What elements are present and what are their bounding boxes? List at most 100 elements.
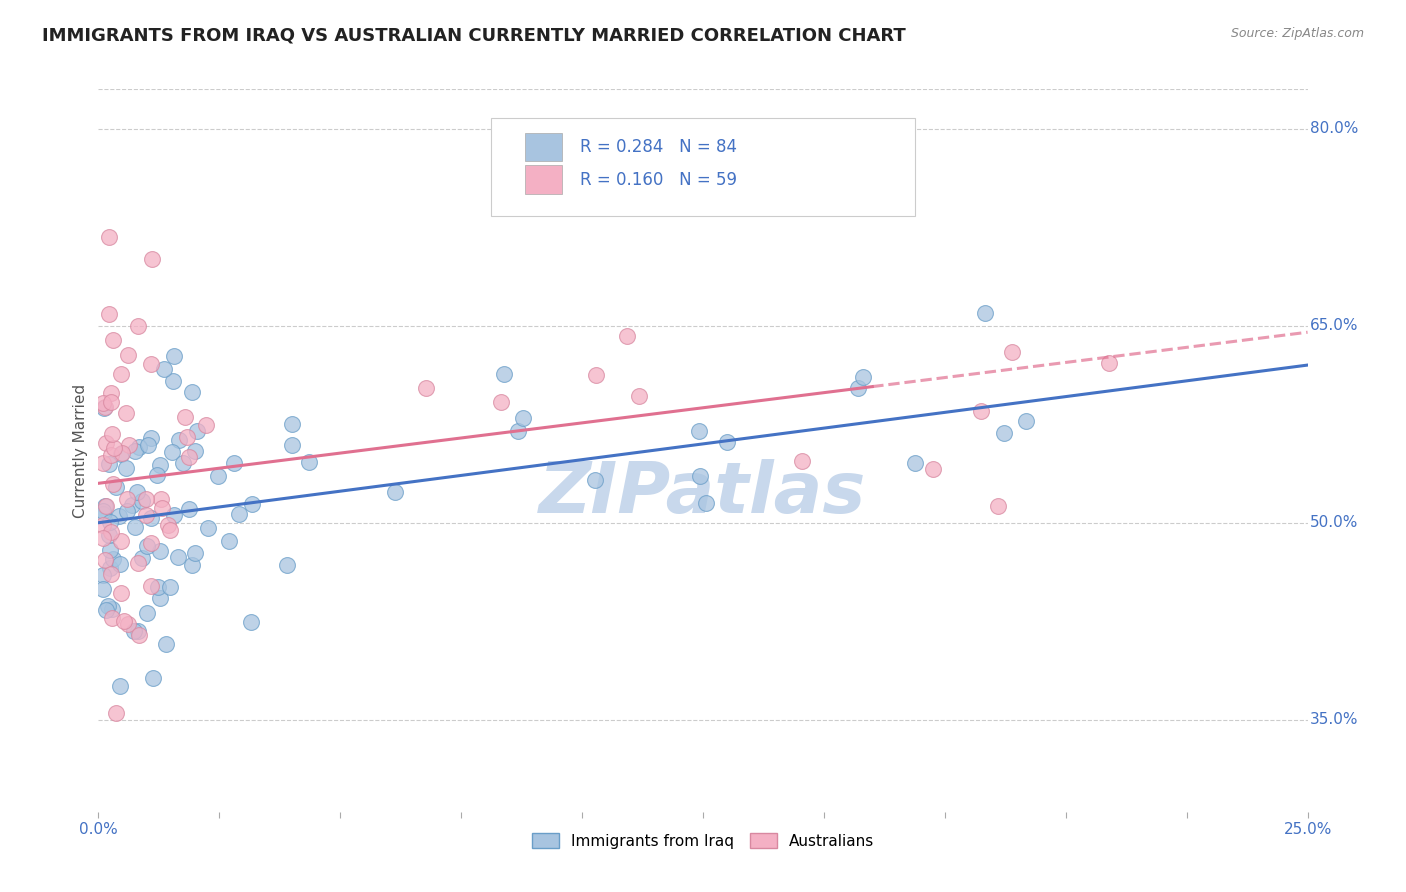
Point	[122, 624, 145, 639]
Point	[136, 540, 159, 554]
Point	[91, 518, 114, 533]
Point	[716, 435, 738, 450]
Point	[627, 389, 650, 403]
Point	[145, 468, 167, 483]
Text: 50.0%: 50.0%	[1310, 516, 1358, 530]
Point	[276, 558, 298, 572]
Point	[136, 606, 159, 620]
Point	[100, 449, 122, 463]
Point	[384, 485, 406, 500]
Point	[162, 374, 184, 388]
Point	[970, 404, 993, 418]
Point	[1098, 356, 1121, 370]
Point	[242, 497, 264, 511]
Point	[167, 433, 190, 447]
Point	[112, 614, 135, 628]
Text: 65.0%: 65.0%	[1310, 318, 1358, 333]
Point	[176, 430, 198, 444]
Legend: Immigrants from Iraq, Australians: Immigrants from Iraq, Australians	[526, 827, 880, 855]
Point	[124, 520, 146, 534]
Text: 35.0%: 35.0%	[1310, 713, 1358, 727]
Point	[117, 616, 139, 631]
Point	[98, 561, 121, 575]
Point	[163, 349, 186, 363]
Point	[110, 368, 132, 382]
Point	[197, 521, 219, 535]
Point	[149, 492, 172, 507]
Point	[792, 454, 814, 468]
Point	[135, 492, 157, 507]
Point	[160, 444, 183, 458]
Point	[922, 462, 945, 476]
Point	[585, 368, 607, 383]
Point	[98, 230, 121, 244]
Point	[184, 444, 207, 458]
Point	[110, 447, 132, 461]
Point	[139, 511, 162, 525]
Point	[96, 436, 118, 450]
Point	[97, 307, 120, 321]
Point	[100, 395, 122, 409]
Point	[695, 496, 717, 510]
Point	[228, 508, 250, 522]
Point	[94, 499, 117, 513]
Point	[100, 566, 122, 581]
Point	[848, 381, 870, 395]
Point	[139, 431, 162, 445]
Point	[128, 440, 150, 454]
Point	[127, 624, 149, 638]
Point	[91, 507, 114, 521]
Point	[207, 468, 229, 483]
Point	[115, 461, 138, 475]
Point	[117, 348, 139, 362]
Point	[91, 504, 114, 518]
Point	[689, 424, 711, 438]
Point	[987, 499, 1010, 513]
Point	[218, 533, 240, 548]
Point	[111, 445, 134, 459]
Point	[415, 381, 437, 395]
Point	[103, 442, 125, 456]
Point	[139, 536, 162, 550]
Point	[135, 508, 157, 522]
Text: R = 0.160   N = 59: R = 0.160 N = 59	[579, 170, 737, 188]
Point	[583, 473, 606, 487]
Point	[1015, 414, 1038, 428]
Point	[149, 591, 172, 606]
Point	[224, 456, 246, 470]
Text: IMMIGRANTS FROM IRAQ VS AUSTRALIAN CURRENTLY MARRIED CORRELATION CHART: IMMIGRANTS FROM IRAQ VS AUSTRALIAN CURRE…	[42, 27, 905, 45]
Point	[98, 543, 121, 558]
Point	[491, 395, 513, 409]
Point	[91, 567, 114, 582]
Point	[101, 333, 124, 347]
Point	[141, 578, 163, 592]
Point	[105, 706, 128, 720]
Point	[100, 385, 122, 400]
Point	[117, 491, 139, 506]
Point	[96, 603, 118, 617]
Point	[163, 508, 186, 523]
Point	[181, 558, 204, 572]
Point	[141, 252, 163, 266]
Text: R = 0.284   N = 84: R = 0.284 N = 84	[579, 138, 737, 156]
Point	[110, 679, 132, 693]
Point	[115, 504, 138, 518]
Point	[127, 319, 149, 334]
Point	[94, 400, 117, 414]
Point	[184, 546, 207, 560]
Point	[121, 498, 143, 512]
Point	[124, 443, 146, 458]
Point	[180, 385, 202, 400]
Point	[100, 516, 122, 530]
Point	[110, 533, 132, 548]
Text: 80.0%: 80.0%	[1310, 121, 1358, 136]
Point	[904, 457, 927, 471]
Point	[281, 417, 304, 432]
Point	[179, 501, 201, 516]
Point	[150, 500, 173, 515]
Text: ZIPatlas: ZIPatlas	[540, 459, 866, 528]
Point	[297, 455, 319, 469]
FancyBboxPatch shape	[526, 133, 561, 161]
Point	[149, 544, 172, 558]
Point	[131, 550, 153, 565]
